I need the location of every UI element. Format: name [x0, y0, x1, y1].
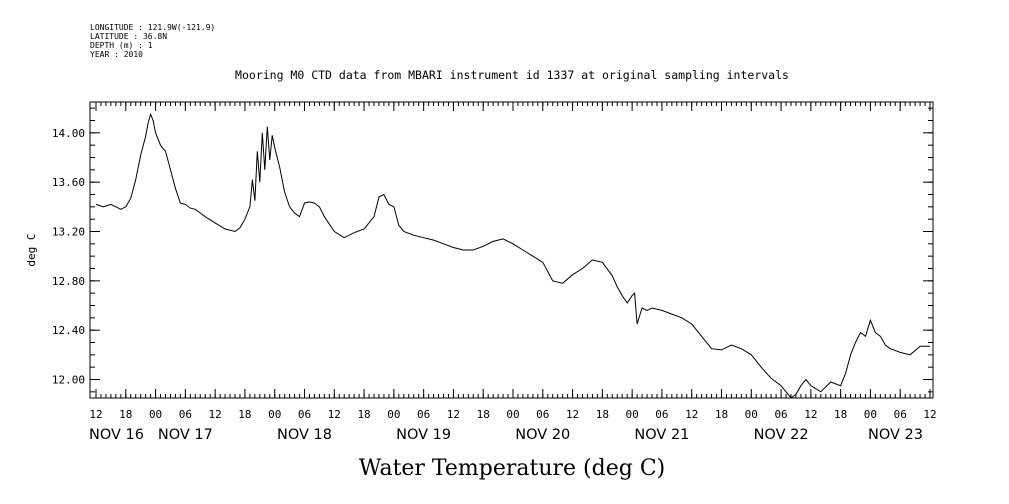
- x-tick-label: 06: [894, 408, 907, 421]
- date-label: NOV 19: [396, 427, 451, 443]
- meta-latitude: LATITUDE : 36.8N: [90, 32, 167, 41]
- y-tick-label: 12.80: [52, 275, 85, 288]
- x-tick-label: 18: [477, 408, 490, 421]
- x-tick-label: 00: [864, 408, 877, 421]
- x-tick-label: 12: [89, 408, 102, 421]
- metadata-block: LONGITUDE : 121.9W(-121.9) LATITUDE : 36…: [90, 23, 215, 59]
- meta-longitude: LONGITUDE : 121.9W(-121.9): [90, 23, 215, 32]
- x-tick-label: 06: [655, 408, 668, 421]
- x-tick-label: 12: [566, 408, 579, 421]
- date-label: NOV 18: [277, 427, 332, 443]
- x-tick-label: 06: [298, 408, 311, 421]
- date-label: NOV 20: [515, 427, 570, 443]
- y-tick-label: 13.20: [52, 226, 85, 239]
- x-tick-label: 12: [209, 408, 222, 421]
- y-axis-label: deg C: [25, 233, 38, 266]
- meta-year: YEAR : 2010: [90, 50, 143, 59]
- x-tick-label: 12: [447, 408, 460, 421]
- y-tick-label: 13.60: [52, 176, 85, 189]
- x-tick-label: 00: [745, 408, 758, 421]
- x-axis: 12 18 00 06 12 18 00 06 12 18 00 06 12 18 00 06 12 18 00 06…: [89, 102, 937, 421]
- series-line: [95, 112, 930, 399]
- x-tick-label: 06: [179, 408, 192, 421]
- date-label: NOV 22: [754, 427, 809, 443]
- date-axis: NOV 16 NOV 17 NOV 18 NOV 19 NOV 20 NOV 21 NOV …: [89, 427, 923, 443]
- y-tick-label: 14.00: [52, 127, 85, 140]
- x-tick-label: 12: [804, 408, 817, 421]
- date-label: NOV 23: [868, 427, 923, 443]
- minor-ticks: [95, 102, 931, 398]
- x-tick-label: 18: [834, 408, 847, 421]
- x-tick-label: 12: [923, 408, 936, 421]
- x-tick-label: 18: [357, 408, 370, 421]
- x-tick-label: 12: [328, 408, 341, 421]
- x-tick-label: 06: [774, 408, 787, 421]
- meta-depth: DEPTH (m) : 1: [90, 41, 153, 50]
- y-tick-label: 12.40: [52, 324, 85, 337]
- plot-frame: [89, 101, 934, 399]
- chart-title: Mooring M0 CTD data from MBARI instrumen…: [235, 68, 789, 82]
- x-tick-label: 00: [626, 408, 639, 421]
- date-label: NOV 17: [158, 427, 213, 443]
- x-tick-label: 12: [685, 408, 698, 421]
- y-tick-label: 12.00: [52, 374, 85, 387]
- x-tick-label: 00: [387, 408, 400, 421]
- y-axis: 12.00 12.40 12.80 13.20 13.60 14.00: [52, 107, 933, 393]
- x-tick-label: 00: [149, 408, 162, 421]
- x-tick-label: 18: [596, 408, 609, 421]
- x-tick-label: 06: [417, 408, 430, 421]
- date-label: NOV 16: [89, 427, 144, 443]
- x-tick-label: 18: [238, 408, 251, 421]
- x-tick-label: 18: [119, 408, 132, 421]
- x-axis-label: Water Temperature (deg C): [359, 456, 666, 481]
- x-tick-label: 00: [268, 408, 281, 421]
- x-tick-label: 18: [715, 408, 728, 421]
- date-label: NOV 21: [634, 427, 689, 443]
- x-tick-label: 00: [506, 408, 519, 421]
- x-tick-label: 06: [536, 408, 549, 421]
